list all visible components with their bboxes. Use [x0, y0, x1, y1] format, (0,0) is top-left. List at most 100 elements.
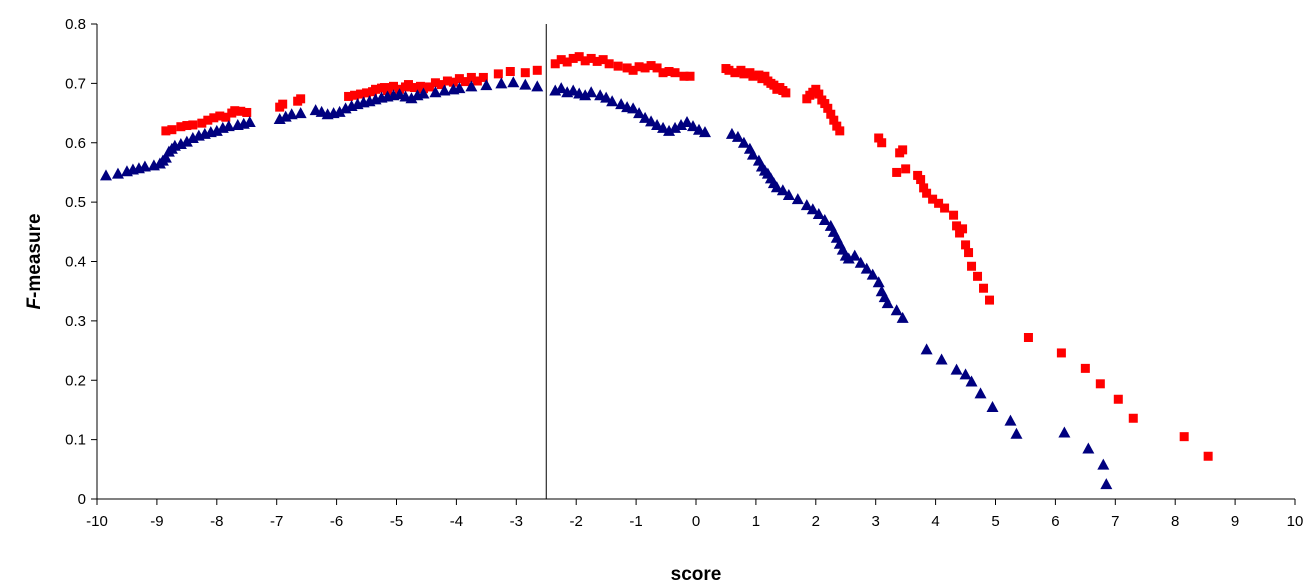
data-point-square [952, 221, 962, 231]
data-point-triangle [417, 87, 430, 99]
data-point-triangle [806, 203, 819, 215]
data-point-square [979, 283, 989, 293]
data-point-square [814, 89, 824, 99]
data-point-square [454, 74, 464, 84]
data-point-triangle [294, 107, 307, 119]
data-point-triangle [453, 82, 466, 94]
data-point-square [934, 198, 944, 208]
data-point-triangle [1082, 442, 1095, 454]
data-point-triangle [950, 363, 963, 375]
data-point-triangle [974, 387, 987, 399]
data-point-triangle [600, 91, 613, 103]
series-layer [99, 52, 1213, 490]
y-tick-label: 0.2 [65, 372, 86, 389]
x-tick-label: -3 [510, 513, 523, 530]
data-point-square [958, 224, 968, 234]
data-point-triangle [579, 89, 592, 101]
data-point-square [344, 91, 354, 101]
data-point-triangle [866, 268, 879, 280]
data-point-square [221, 112, 231, 122]
y-ticks: 0 0.1 0.2 0.3 0.4 0.5 0.6 0.7 0.8 [65, 16, 97, 508]
data-point-square [724, 65, 734, 75]
data-point-square [916, 175, 926, 185]
data-point-square [389, 81, 399, 91]
data-point-square [296, 94, 306, 104]
x-tick-label: 9 [1231, 513, 1239, 530]
data-point-triangle [812, 208, 825, 219]
data-point-square [586, 53, 596, 63]
data-point-triangle [405, 92, 418, 104]
data-point-triangle [627, 102, 640, 114]
y-axis-title-italic: F [24, 297, 45, 310]
data-point-square [562, 57, 572, 67]
data-point-triangle [791, 193, 804, 205]
data-point-triangle [675, 118, 688, 130]
series-triangle-markers [99, 76, 1113, 490]
x-tick-label: 2 [812, 513, 820, 530]
y-axis-title-rest: -measure [24, 213, 45, 298]
x-tick-label: -10 [86, 513, 108, 530]
data-point-square [598, 55, 608, 65]
data-point-square [961, 240, 971, 250]
x-tick-label: 6 [1051, 513, 1059, 530]
data-point-square [520, 68, 530, 78]
x-tick-label: 1 [752, 513, 760, 530]
data-point-square [652, 63, 662, 73]
data-point-square [1080, 363, 1090, 373]
data-point-square [874, 133, 884, 143]
y-tick-label: 0.8 [65, 16, 86, 33]
data-point-triangle [465, 80, 478, 92]
data-point-triangle [615, 98, 628, 110]
data-point-triangle [698, 126, 711, 138]
data-point-square [215, 111, 225, 121]
x-tick-label: 8 [1171, 513, 1179, 530]
y-tick-label: 0 [78, 491, 86, 508]
data-point-triangle [180, 135, 193, 147]
x-tick-label: -6 [330, 513, 343, 530]
data-point-triangle [746, 148, 759, 160]
data-point-triangle [138, 160, 151, 172]
y-tick-label: 0.3 [65, 313, 86, 330]
data-point-triangle [531, 80, 544, 92]
data-point-triangle [800, 199, 813, 211]
data-point-square [236, 106, 246, 116]
data-point-square [670, 68, 680, 78]
data-point-square [448, 77, 458, 87]
data-point-square [568, 53, 578, 63]
data-point-square [505, 67, 515, 76]
data-point-square [209, 113, 219, 123]
data-point-square [203, 115, 213, 125]
data-point-triangle [935, 353, 948, 365]
data-point-triangle [776, 184, 789, 196]
data-point-triangle [842, 252, 855, 264]
data-point-square [436, 80, 446, 90]
data-point-triangle [222, 120, 235, 132]
y-axis-title: F-measure [24, 213, 45, 309]
data-point-triangle [438, 84, 451, 96]
data-point-triangle [896, 311, 909, 323]
data-point-square [679, 71, 689, 81]
data-point-triangle [1100, 478, 1113, 490]
data-point-square [898, 145, 908, 155]
data-point-square [1056, 348, 1066, 358]
data-point-square [278, 99, 288, 109]
data-point-square [188, 120, 198, 130]
x-tick-label: -4 [450, 513, 463, 530]
data-point-square [940, 203, 950, 213]
x-tick-label: 0 [692, 513, 700, 530]
data-point-square [664, 67, 674, 76]
data-point-triangle [731, 130, 744, 142]
data-point-square [362, 88, 372, 98]
data-point-square [640, 63, 650, 73]
data-point-square [781, 88, 791, 98]
data-point-square [967, 261, 977, 271]
data-point-triangle [210, 124, 223, 136]
x-tick-label: 10 [1287, 513, 1304, 530]
data-point-triangle [737, 136, 750, 148]
data-point-square [592, 56, 602, 66]
x-tick-label: -7 [270, 513, 283, 530]
data-point-square [646, 61, 656, 71]
data-point-square [371, 84, 381, 94]
data-point-square [197, 118, 207, 128]
data-point-square [1095, 379, 1105, 389]
